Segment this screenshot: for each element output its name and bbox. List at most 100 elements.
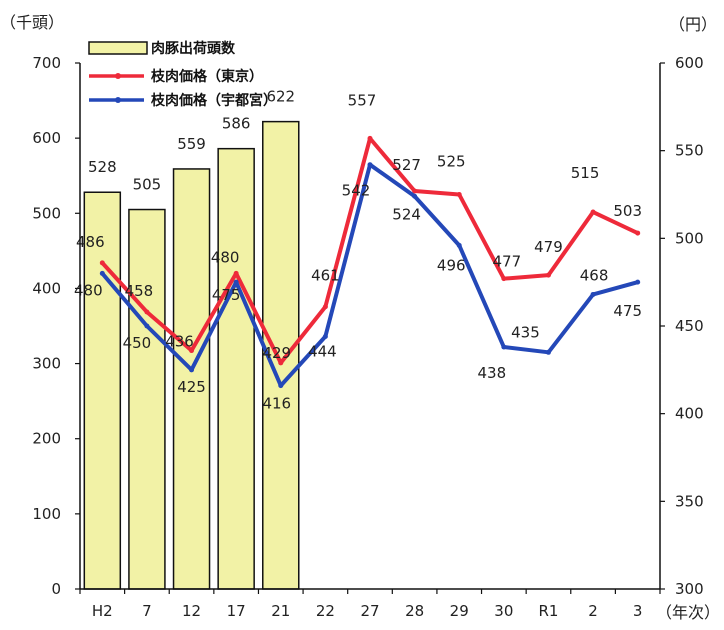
line-point <box>322 334 328 340</box>
line-value-label: 425 <box>177 378 206 396</box>
legend-line-marker <box>115 73 121 79</box>
line-point <box>278 360 284 366</box>
line-value-label: 429 <box>262 344 291 362</box>
line-value-label: 557 <box>348 91 377 109</box>
line-value-label: 527 <box>392 156 421 174</box>
line-point <box>545 272 551 278</box>
legend-line-marker <box>115 97 121 103</box>
right-tick-label: 500 <box>675 229 704 247</box>
bar-value-label: 505 <box>133 176 162 194</box>
bar <box>172 168 211 590</box>
line-point <box>635 279 641 285</box>
line-value-label: 486 <box>76 233 105 251</box>
bar-value-label: 559 <box>177 135 206 153</box>
x-tick-label: 29 <box>450 602 469 620</box>
left-tick-label: 700 <box>32 54 61 72</box>
line-point <box>189 348 195 354</box>
bar <box>128 208 166 590</box>
right-tick-label: 600 <box>675 54 704 72</box>
right-tick-label: 550 <box>675 142 704 160</box>
line-point <box>233 270 239 276</box>
right-tick-label: 300 <box>675 580 704 598</box>
x-axis-unit: （年次） <box>656 603 720 622</box>
line-point <box>99 260 105 266</box>
x-tick-label: 30 <box>494 602 513 620</box>
line-point <box>501 276 507 282</box>
line-value-label: 458 <box>125 282 154 300</box>
x-tick-label: 17 <box>227 602 246 620</box>
line-value-label: 515 <box>571 164 600 182</box>
x-tick-label: R1 <box>538 602 558 620</box>
x-tick-label: 27 <box>360 602 379 620</box>
line-value-label: 438 <box>478 364 507 382</box>
line-value-label: 496 <box>437 256 466 274</box>
right-tick-label: 400 <box>675 405 704 423</box>
line-point <box>189 367 195 373</box>
line-value-label: 503 <box>613 202 642 220</box>
line-series <box>99 135 641 389</box>
right-tick-label: 350 <box>675 492 704 510</box>
x-axis-ticks: H2 7 12 17 21 22 27 28 29 30 R1 2 3 <box>79 589 661 620</box>
line-value-label: 479 <box>534 238 563 256</box>
x-tick-label: 3 <box>633 602 643 620</box>
legend-line-label: 枝肉価格（東京） <box>150 68 263 85</box>
line-point <box>367 135 373 141</box>
x-tick-label: 2 <box>588 602 598 620</box>
bar-value-label: 622 <box>266 88 295 106</box>
bar-series <box>83 120 300 590</box>
x-tick-label: 22 <box>316 602 335 620</box>
line-point <box>590 291 596 297</box>
line-value-label: 480 <box>211 248 240 266</box>
legend-bar-swatch <box>88 41 148 55</box>
left-tick-label: 400 <box>32 279 61 297</box>
line-point <box>278 383 284 389</box>
line-value-label: 461 <box>311 267 340 285</box>
left-axis-ticks: 0 100 200 300 400 500 600 700 <box>32 54 80 598</box>
line-point <box>635 230 641 236</box>
bar-value-label: 586 <box>222 115 251 133</box>
line-value-label: 480 <box>74 281 103 299</box>
line-point <box>501 344 507 350</box>
line-value-label: 475 <box>613 302 642 320</box>
left-axis-unit: （千頭） <box>0 13 64 32</box>
x-tick-label: 7 <box>142 602 152 620</box>
legend-bar-label: 肉豚出荷頭数 <box>151 40 236 57</box>
right-axis-unit: （円） <box>669 15 717 34</box>
bar-value-label: 528 <box>88 158 117 176</box>
line-point <box>367 162 373 168</box>
line-point <box>233 279 239 285</box>
right-axis-ticks: 300 350 400 450 500 550 600 <box>660 54 704 598</box>
left-tick-label: 300 <box>32 355 61 373</box>
left-tick-label: 200 <box>32 430 61 448</box>
line-value-label: 444 <box>308 343 337 361</box>
x-tick-label: H2 <box>92 602 113 620</box>
right-tick-label: 450 <box>675 317 704 335</box>
left-tick-label: 500 <box>32 204 61 222</box>
bar-labels: 528 505 559 586 622 <box>88 88 295 194</box>
line-point <box>144 323 150 329</box>
bar <box>83 191 122 590</box>
line-point <box>412 193 418 199</box>
line-value-label: 416 <box>262 395 291 413</box>
line-labels: 486 458 436 480 429 461 557 527 525 477 479 515 503 4… <box>74 91 642 412</box>
line-point <box>412 188 418 194</box>
left-tick-label: 100 <box>32 505 61 523</box>
bar <box>217 147 255 590</box>
line-value-label: 475 <box>212 286 241 304</box>
line-value-label: 524 <box>392 205 421 223</box>
line-value-label: 435 <box>511 323 540 341</box>
line-point <box>456 242 462 248</box>
x-tick-label: 21 <box>271 602 290 620</box>
line-value-label: 468 <box>580 266 609 284</box>
line-value-label: 436 <box>165 333 194 351</box>
line-point <box>144 309 150 315</box>
line-value-label: 450 <box>123 334 152 352</box>
x-tick-label: 28 <box>405 602 424 620</box>
line-point <box>590 209 596 215</box>
line-point <box>322 304 328 310</box>
line-point <box>545 349 551 355</box>
plot-frame <box>79 63 661 590</box>
line-value-label: 525 <box>437 153 466 171</box>
